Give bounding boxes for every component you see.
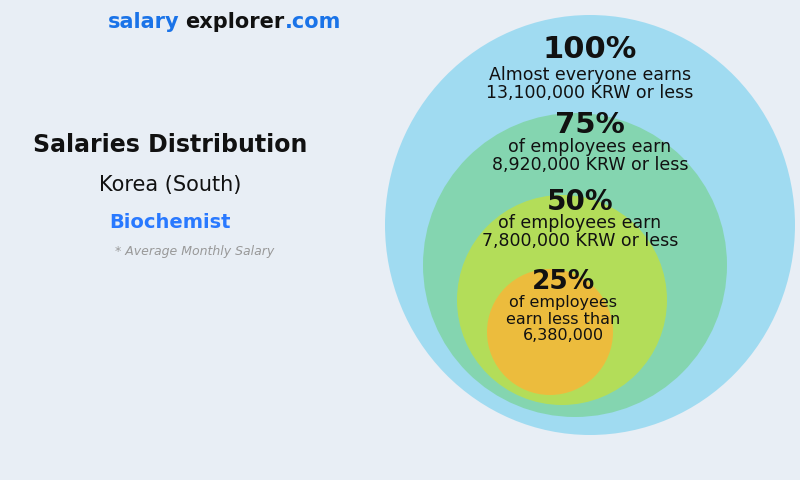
Text: 8,920,000 KRW or less: 8,920,000 KRW or less (492, 156, 688, 174)
Text: Biochemist: Biochemist (110, 213, 230, 231)
Text: 75%: 75% (555, 111, 625, 139)
Ellipse shape (457, 195, 667, 405)
Text: Salaries Distribution: Salaries Distribution (33, 133, 307, 157)
Ellipse shape (487, 269, 613, 395)
Text: salary: salary (108, 12, 180, 32)
Text: .com: .com (285, 12, 342, 32)
Text: of employees earn: of employees earn (498, 214, 662, 232)
Text: Korea (South): Korea (South) (99, 175, 241, 195)
Text: Almost everyone earns: Almost everyone earns (489, 66, 691, 84)
Text: 25%: 25% (531, 269, 594, 295)
Ellipse shape (385, 15, 795, 435)
Text: explorer: explorer (185, 12, 284, 32)
Text: * Average Monthly Salary: * Average Monthly Salary (115, 245, 274, 259)
Text: 13,100,000 KRW or less: 13,100,000 KRW or less (486, 84, 694, 102)
Text: of employees earn: of employees earn (509, 138, 671, 156)
Text: 7,800,000 KRW or less: 7,800,000 KRW or less (482, 232, 678, 250)
Text: 100%: 100% (543, 36, 637, 64)
Text: earn less than: earn less than (506, 312, 620, 326)
Text: 6,380,000: 6,380,000 (522, 328, 603, 344)
Text: of employees: of employees (509, 295, 617, 310)
Ellipse shape (423, 113, 727, 417)
Text: 50%: 50% (546, 188, 614, 216)
